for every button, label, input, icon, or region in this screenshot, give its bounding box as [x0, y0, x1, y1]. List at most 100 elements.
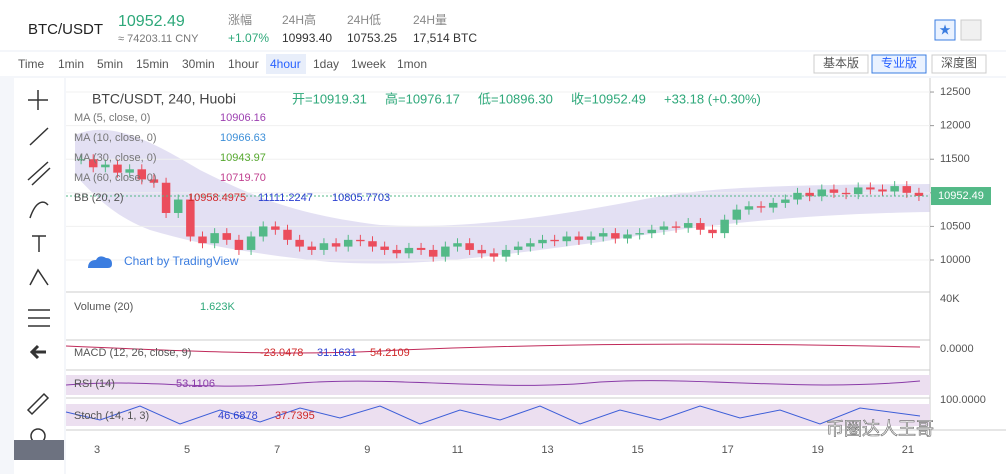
y-tick-label: 10500 [940, 220, 971, 232]
bb-value: 10958.4975 [188, 192, 246, 204]
candle [841, 192, 851, 195]
interval-selected[interactable] [266, 54, 306, 74]
interval-btn[interactable]: 4hour [270, 57, 301, 71]
stoch-value: 46.6878 [218, 410, 258, 422]
candle [829, 189, 839, 193]
view-btn[interactable]: 深度图 [941, 55, 977, 70]
view-btn-bg[interactable] [931, 54, 987, 74]
macd-name: MACD (12, 26, close, 9) [74, 347, 191, 359]
candle [866, 187, 875, 190]
macd-value: 31.1631 [317, 347, 357, 359]
candle [222, 233, 232, 240]
candle [295, 239, 304, 247]
y-tick-label: 12000 [940, 120, 971, 132]
candle [890, 186, 899, 192]
candle [149, 179, 159, 183]
view-btn[interactable]: 专业版 [881, 55, 917, 70]
y-tick-label: 11500 [940, 153, 970, 165]
back-icon[interactable] [29, 344, 46, 360]
interval-btn[interactable]: 1mon [397, 57, 427, 71]
brush-icon[interactable] [29, 201, 49, 219]
ma-name: MA (60, close, 0) [74, 172, 157, 184]
date-label: 13 [541, 444, 553, 456]
rsi-value: 53.1106 [176, 378, 215, 390]
candle [453, 243, 462, 247]
candle [283, 229, 292, 240]
macd-tick: 0.0000 [940, 343, 974, 355]
candle [246, 236, 256, 250]
ruler-icon[interactable] [26, 392, 50, 416]
theme-btn[interactable] [960, 19, 982, 41]
date-label: 9 [364, 444, 370, 456]
candle [708, 229, 717, 234]
stat-label: 涨幅 [228, 12, 252, 27]
watermark: 币圈达人王哥 [826, 419, 934, 439]
collapse-btn[interactable] [14, 440, 64, 460]
fib-icon[interactable] [27, 161, 51, 186]
candle [550, 239, 559, 242]
crosshair-icon[interactable] [28, 90, 48, 110]
left-tool-icons[interactable] [26, 90, 51, 444]
interval-btn[interactable]: 30min [182, 57, 215, 71]
ma-name: MA (5, close, 0) [74, 112, 150, 124]
last-price: 10952.49 [118, 13, 185, 30]
interval-btn[interactable]: 1hour [228, 57, 259, 71]
measure-icon[interactable] [28, 309, 50, 327]
header-bg [0, 0, 1006, 50]
ohlc: 低=10896.30 [478, 91, 553, 106]
candle [720, 219, 729, 234]
candle [125, 169, 134, 173]
candle [210, 233, 219, 244]
candle [526, 243, 535, 247]
candle [878, 189, 887, 192]
macd-line [65, 343, 921, 354]
pattern-icon[interactable] [29, 268, 49, 286]
candle [659, 226, 669, 230]
view-btn[interactable]: 基本版 [823, 56, 859, 70]
candle [671, 226, 681, 228]
symbol: BTC/USDT [28, 21, 103, 38]
interval-btn[interactable]: 1min [58, 57, 84, 71]
date-label: 19 [812, 444, 824, 456]
candle [611, 233, 620, 239]
stat-label: 24H高 [282, 12, 316, 27]
stoch-value: 37.7395 [275, 410, 315, 422]
line-icon[interactable] [29, 127, 49, 146]
date-label: 7 [274, 444, 280, 456]
candle [768, 202, 778, 208]
candle [173, 199, 183, 213]
candle [101, 164, 110, 168]
candle [441, 246, 450, 257]
interval-btn[interactable]: 1week [351, 57, 387, 71]
interval-btn[interactable]: 5min [97, 57, 123, 71]
interval-btn[interactable]: 1day [313, 57, 339, 71]
candle [319, 243, 329, 250]
brand: Chart by TradingView [124, 254, 239, 268]
date-label: 21 [902, 444, 914, 456]
favorite-btn[interactable] [934, 19, 956, 41]
candle [76, 159, 86, 161]
ohlc: 高=10976.17 [385, 91, 460, 106]
candle [817, 189, 827, 197]
candle [489, 253, 499, 257]
candle [161, 182, 171, 213]
view-btn-bg[interactable] [813, 54, 869, 74]
candle [623, 234, 632, 239]
candle [465, 243, 474, 250]
candle [271, 226, 280, 230]
text-icon[interactable] [32, 235, 46, 252]
candle [538, 239, 547, 244]
macd-value: -23.0478 [260, 347, 303, 359]
interval-btn[interactable]: 15min [136, 57, 169, 71]
candle [88, 159, 98, 168]
interval-btn[interactable]: Time [18, 57, 45, 71]
candle [234, 239, 244, 250]
stat-value: 10753.25 [347, 31, 397, 45]
candle [586, 236, 596, 240]
ma-value: 10719.70 [220, 172, 266, 184]
candle [343, 239, 353, 247]
candle [562, 236, 572, 242]
candle [647, 229, 657, 234]
view-btn-bg[interactable] [871, 54, 927, 74]
